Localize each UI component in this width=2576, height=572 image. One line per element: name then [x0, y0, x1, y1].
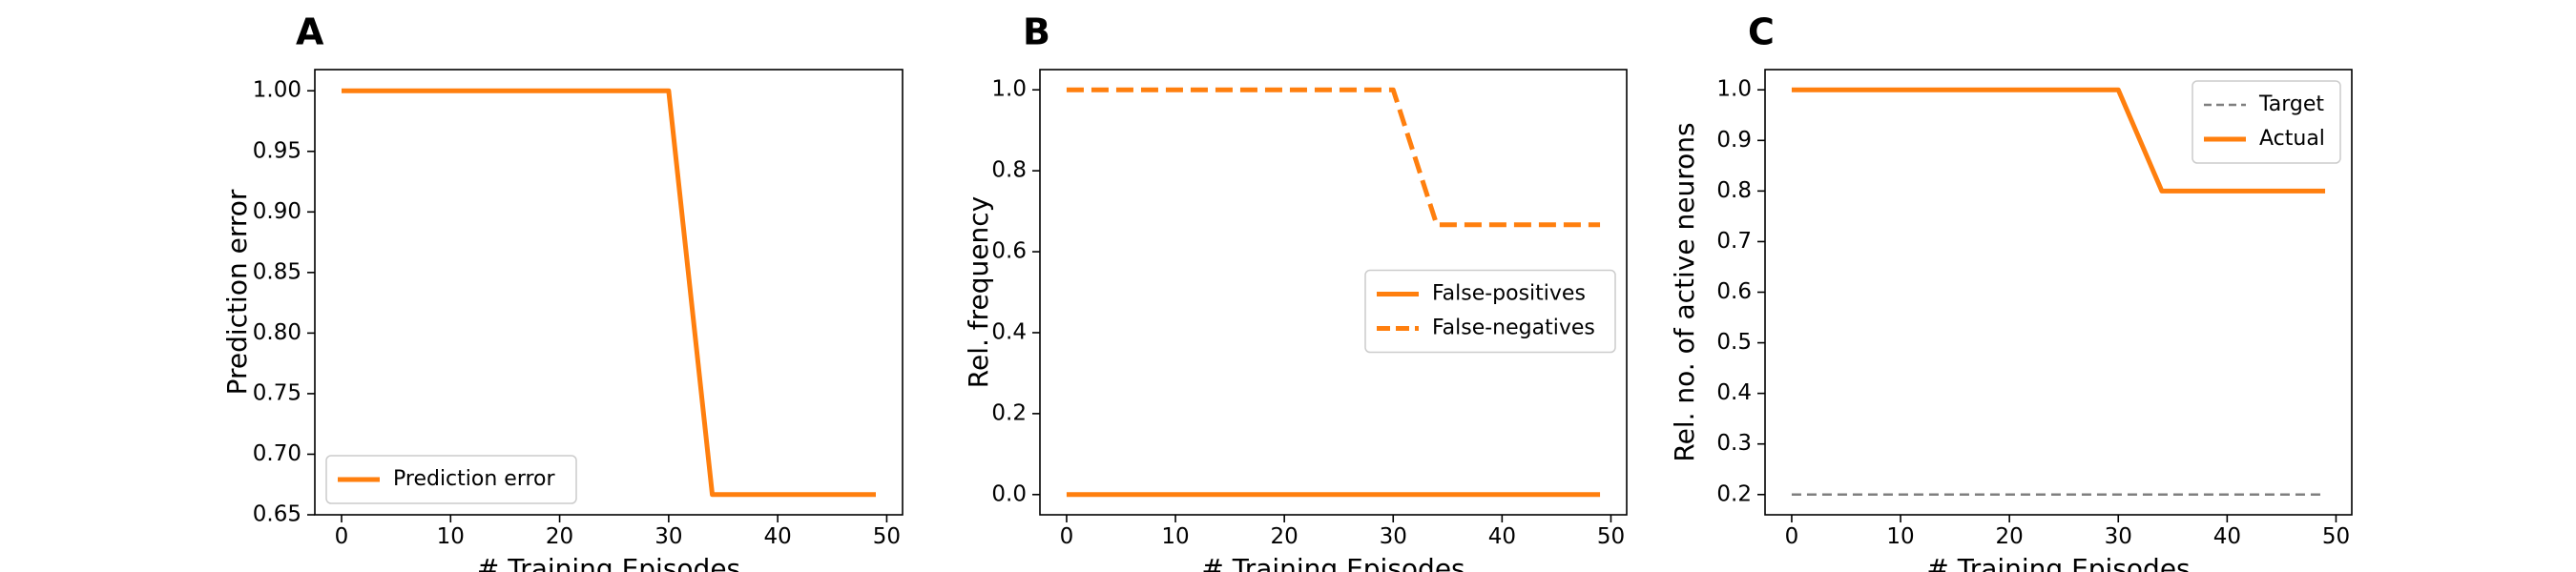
- y-tick-label: 0.2: [991, 400, 1027, 425]
- y-tick-label: 0.7: [1716, 229, 1752, 254]
- legend: Target Actual: [2192, 80, 2341, 164]
- x-tick-label: 30: [1380, 524, 1407, 549]
- y-tick-label: 0.4: [1716, 380, 1752, 405]
- x-tick-label: 10: [1161, 524, 1189, 549]
- y-tick-label: 0.2: [1716, 481, 1752, 506]
- legend-label: Prediction error: [393, 467, 555, 491]
- y-axis-label: Rel. frequency: [963, 196, 994, 388]
- axes-frame: [1039, 69, 1628, 516]
- y-tick-label: 1.0: [991, 77, 1027, 102]
- y-tick-label: 0.8: [1716, 178, 1752, 203]
- y-tick-label: 0.4: [991, 319, 1027, 344]
- y-tick-label: 0.70: [253, 441, 301, 466]
- y-tick-label: 0.8: [991, 158, 1027, 183]
- legend-label: Actual: [2259, 127, 2325, 151]
- x-tick-label: 10: [437, 524, 465, 549]
- y-tick-label: 0.95: [253, 138, 301, 163]
- y-tick-label: 0.3: [1716, 431, 1752, 456]
- x-tick-label: 30: [2105, 524, 2132, 549]
- x-axis-label: # Training Episodes: [477, 553, 740, 572]
- legend: Prediction error: [325, 455, 577, 504]
- panel-a: A 0 10 20 30 40 50 0.65 0.70 0.75 0.80 0.85 0.90 0.95…: [221, 11, 904, 572]
- x-tick-label: 50: [1597, 524, 1625, 549]
- series-line-prediction-error: [342, 88, 876, 498]
- x-tick-label: 40: [1488, 524, 1516, 549]
- y-axis-label: Prediction error: [221, 189, 253, 395]
- x-axis-label: # Training Episodes: [1926, 553, 2190, 572]
- x-tick-label: 0: [335, 524, 349, 549]
- y-tick-label: 0.75: [253, 380, 301, 405]
- y-tick-label: 0.9: [1716, 128, 1752, 153]
- x-tick-label: 20: [1996, 524, 2024, 549]
- x-axis-label: # Training Episodes: [1201, 553, 1465, 572]
- legend: False-positives False-negatives: [1364, 269, 1616, 354]
- legend-label: False-negatives: [1432, 317, 1595, 340]
- y-tick-label: 0.5: [1716, 330, 1752, 355]
- y-tick-label: 1.0: [1716, 77, 1752, 102]
- x-tick-label: 40: [764, 524, 792, 549]
- y-tick-label: 0.90: [253, 199, 301, 224]
- legend-label: Target: [2258, 92, 2324, 116]
- x-tick-label: 30: [654, 524, 682, 549]
- legend-box: [325, 455, 577, 504]
- panel-letter: B: [1023, 11, 1050, 53]
- panel-letter: C: [1748, 11, 1775, 53]
- y-axis-label: Rel. no. of active neurons: [1669, 122, 1700, 461]
- series-line-false-negatives: [1066, 87, 1601, 228]
- x-tick-label: 50: [873, 524, 901, 549]
- y-tick-label: 0.65: [253, 502, 301, 527]
- y-tick-label: 0.85: [253, 259, 301, 284]
- y-tick-label: 1.00: [253, 78, 301, 103]
- y-tick-label: 0.6: [991, 239, 1027, 264]
- x-tick-label: 40: [2213, 524, 2241, 549]
- y-tick-label: 0.80: [253, 320, 301, 345]
- axes-frame: [314, 69, 904, 516]
- legend-box: [2192, 80, 2341, 164]
- y-tick-label: 0.6: [1716, 279, 1752, 304]
- x-tick-label: 20: [1271, 524, 1298, 549]
- x-tick-label: 20: [546, 524, 573, 549]
- legend-label: False-positives: [1432, 282, 1586, 306]
- x-tick-label: 0: [1060, 524, 1074, 549]
- series-line-actual: [1791, 87, 2326, 194]
- y-tick-label: 0.0: [991, 481, 1027, 506]
- legend-box: [1364, 269, 1616, 354]
- x-tick-label: 10: [1886, 524, 1914, 549]
- x-tick-label: 0: [1785, 524, 1799, 549]
- axes-frame: [1764, 69, 2353, 516]
- panel-b: B 0 10 20 30 40 50 0.0 0.2 0.4 0.6 0.8 1.0 # Training…: [963, 11, 1628, 572]
- panel-letter: A: [296, 11, 324, 53]
- x-tick-label: 50: [2322, 524, 2350, 549]
- panel-c: C 0 10 20 30 40 50 0.2 0.3 0.4 0.5 0.6 0.7 0.8 0.9 1.0 #…: [1669, 11, 2353, 572]
